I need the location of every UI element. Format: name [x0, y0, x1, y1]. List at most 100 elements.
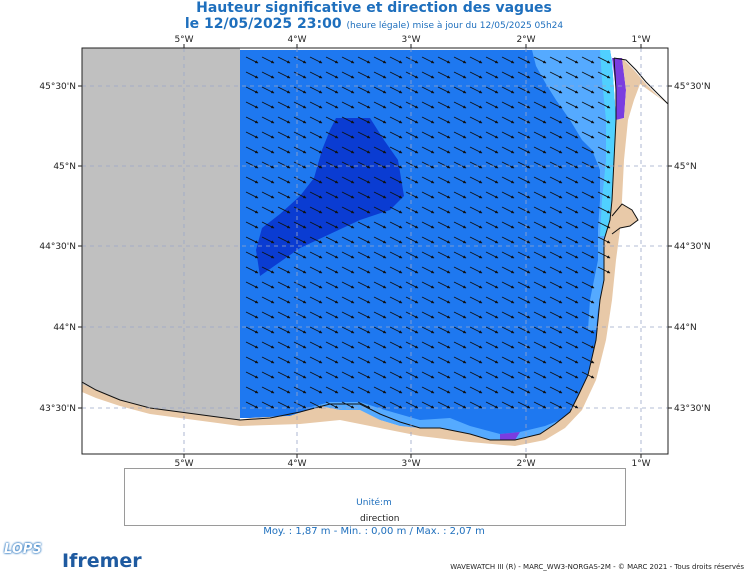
wave-arrow — [261, 401, 275, 409]
wave-arrow — [261, 71, 275, 79]
wave-arrow — [517, 176, 531, 184]
wave-arrow — [357, 86, 371, 94]
wave-arrow — [597, 236, 611, 244]
wave-arrow — [421, 86, 435, 94]
wave-arrow — [437, 146, 451, 154]
wave-arrow — [501, 401, 515, 409]
wave-arrow — [469, 206, 483, 214]
wave-arrow — [453, 401, 467, 409]
wave-arrow — [341, 86, 355, 94]
update-subtitle: (heure légale) mise à jour du 12/05/2025… — [346, 21, 564, 31]
wave-arrow — [565, 221, 579, 229]
wave-arrow — [533, 356, 547, 364]
wave-arrow — [469, 251, 483, 259]
wave-arrow — [453, 236, 467, 244]
wave-arrow — [581, 206, 595, 214]
wave-arrow — [421, 161, 435, 169]
wave-arrow — [485, 146, 499, 154]
wave-arrow — [245, 191, 259, 199]
wave-arrow — [421, 371, 435, 379]
wave-arrow — [469, 296, 483, 304]
wave-arrow — [453, 311, 467, 319]
wave-arrow — [325, 311, 339, 319]
wave-arrow — [437, 356, 451, 364]
wave-arrow — [453, 176, 467, 184]
wave-arrow — [373, 221, 387, 229]
wave-arrow — [565, 206, 579, 214]
lops-logo: LOPS — [4, 542, 42, 557]
wave-arrow — [389, 371, 403, 379]
wave-arrow — [405, 296, 419, 304]
wave-arrow — [485, 221, 499, 229]
wave-arrow — [469, 176, 483, 184]
wave-arrow — [261, 356, 275, 364]
wave-arrow — [373, 176, 387, 184]
wave-arrow — [373, 146, 387, 154]
wave-arrow — [485, 206, 499, 214]
wave-arrow — [245, 356, 259, 364]
wave-arrow — [405, 161, 419, 169]
wave-arrow — [389, 236, 403, 244]
wave-arrow — [309, 56, 323, 64]
wave-arrow — [325, 386, 339, 394]
wave-arrow — [565, 326, 579, 334]
wave-arrow — [421, 401, 435, 409]
wave-arrow — [501, 326, 515, 334]
wave-arrow — [261, 296, 275, 304]
wave-arrow — [245, 206, 259, 214]
wave-arrow — [357, 206, 371, 214]
wave-arrow — [453, 161, 467, 169]
wave-arrow — [565, 386, 579, 394]
wave-arrow — [437, 116, 451, 124]
wave-arrow — [485, 56, 499, 64]
wave-arrow — [549, 251, 563, 259]
wave-arrow — [437, 326, 451, 334]
wave-arrow — [533, 161, 547, 169]
lon-label-top-1w: 1°W — [631, 35, 650, 45]
wave-arrow — [565, 296, 579, 304]
map-title: Hauteur significative et direction des v… — [196, 0, 552, 16]
wave-arrow — [437, 386, 451, 394]
wave-arrow — [357, 131, 371, 139]
wave-arrow — [309, 251, 323, 259]
wave-arrow — [581, 101, 595, 109]
lat-label-right-45: 45°N — [674, 162, 697, 172]
wave-arrow — [245, 281, 259, 289]
wave-arrow — [581, 326, 595, 334]
wave-arrow — [357, 116, 371, 124]
wave-arrow — [325, 296, 339, 304]
wave-arrow — [309, 131, 323, 139]
wave-arrow — [357, 371, 371, 379]
wave-arrow — [373, 371, 387, 379]
wave-arrow — [501, 251, 515, 259]
wave-arrow — [469, 71, 483, 79]
wave-arrow — [277, 326, 291, 334]
wave-arrow — [533, 86, 547, 94]
wave-arrow — [277, 206, 291, 214]
lat-label-right-4530: 45°30'N — [674, 82, 711, 92]
lon-label-bottom-5w: 5°W — [174, 459, 193, 469]
graticule — [82, 48, 668, 454]
high-wave-zone — [256, 118, 404, 276]
wave-arrow — [293, 176, 307, 184]
wave-arrow — [245, 341, 259, 349]
wave-direction-arrows — [245, 56, 611, 409]
wave-arrow — [325, 116, 339, 124]
wave-arrow — [517, 386, 531, 394]
wave-arrow — [277, 236, 291, 244]
wave-arrow — [389, 251, 403, 259]
wave-arrow — [293, 341, 307, 349]
wave-arrow — [501, 221, 515, 229]
wave-arrow — [565, 56, 579, 64]
wave-arrow — [245, 371, 259, 379]
lon-label-bottom-2w: 2°W — [516, 459, 535, 469]
wave-arrow — [309, 401, 323, 409]
lat-label-left-4430: 44°30'N — [39, 242, 76, 252]
wave-arrow — [325, 86, 339, 94]
wave-arrow — [245, 251, 259, 259]
wave-arrow — [453, 191, 467, 199]
wave-arrow — [373, 56, 387, 64]
wave-arrow — [485, 236, 499, 244]
wave-arrow — [261, 341, 275, 349]
wave-arrow — [389, 386, 403, 394]
